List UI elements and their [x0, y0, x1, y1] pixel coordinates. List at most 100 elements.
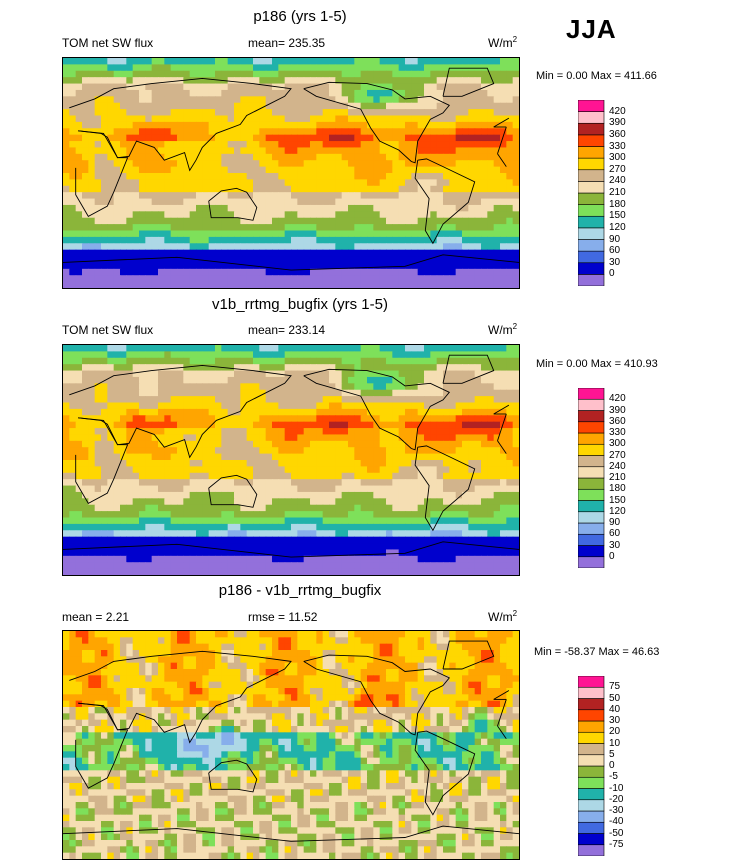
heatmap-cell: [462, 121, 469, 129]
heatmap-cell: [322, 192, 330, 200]
heatmap-cell: [265, 504, 273, 512]
heatmap-cell: [386, 58, 393, 65]
heatmap-cell: [341, 243, 349, 251]
heatmap-cell: [354, 230, 362, 238]
heatmap-cell: [474, 383, 482, 391]
heatmap-cell: [417, 217, 425, 225]
heatmap-cell: [386, 498, 393, 506]
heatmap-cell: [189, 275, 197, 283]
heatmap-cell: [449, 160, 457, 168]
heatmap-cell: [367, 536, 374, 544]
heatmap-cell: [335, 281, 343, 288]
heatmap-cell: [430, 472, 438, 480]
heatmap-cell: [208, 389, 216, 397]
heatmap-cell: [373, 211, 381, 219]
heatmap-cell: [405, 447, 412, 455]
heatmap-cell: [506, 523, 514, 531]
heatmap-cell: [335, 453, 343, 461]
heatmap-cell: [500, 230, 507, 238]
heatmap-cell: [462, 268, 469, 276]
heatmap-cell: [411, 453, 419, 461]
heatmap-cell: [360, 249, 368, 257]
heatmap-cell: [405, 224, 412, 232]
heatmap-cell: [360, 198, 368, 206]
heatmap-cell: [468, 77, 476, 85]
heatmap-cell: [208, 460, 216, 467]
heatmap-cell: [284, 211, 292, 219]
heatmap-cell: [94, 275, 102, 283]
heatmap-cell: [443, 428, 450, 436]
heatmap-cell: [215, 179, 222, 187]
heatmap-cell: [506, 428, 514, 436]
heatmap-cell: [183, 472, 191, 480]
heatmap-cell: [82, 211, 89, 219]
heatmap-cell: [139, 402, 146, 410]
heatmap-cell: [253, 121, 260, 129]
heatmap-cell: [405, 160, 412, 168]
heatmap-cell: [196, 179, 203, 187]
heatmap-cell: [424, 128, 431, 136]
heatmap-cell: [341, 230, 349, 238]
heatmap-cell: [373, 383, 381, 391]
heatmap-cell: [310, 128, 317, 136]
heatmap-cell: [284, 102, 292, 110]
heatmap-cell: [354, 147, 362, 155]
heatmap-cell: [151, 281, 159, 288]
heatmap-cell: [202, 115, 210, 123]
heatmap-cell: [196, 249, 203, 257]
heatmap-cell: [411, 281, 419, 288]
heatmap-cell: [411, 517, 419, 525]
heatmap-cell: [101, 256, 108, 264]
heatmap-cell: [506, 198, 514, 206]
heatmap-cell: [75, 256, 83, 264]
heatmap-cell: [75, 166, 83, 174]
heatmap-cell: [297, 549, 305, 557]
heatmap-cell: [63, 58, 70, 65]
heatmap-cell: [398, 357, 406, 365]
heatmap-cell: [493, 491, 501, 499]
heatmap-cell: [367, 517, 374, 525]
heatmap-cell: [253, 249, 260, 257]
heatmap-cell: [278, 192, 286, 200]
heatmap-cell: [411, 243, 419, 251]
heatmap-cell: [265, 511, 273, 519]
heatmap-cell: [75, 192, 83, 200]
heatmap-cell: [240, 498, 248, 506]
heatmap-cell: [512, 153, 519, 161]
heatmap-cell: [392, 160, 400, 168]
heatmap-cell: [265, 134, 273, 142]
heatmap-cell: [443, 147, 450, 155]
heatmap-cell: [386, 256, 393, 264]
heatmap-cell: [506, 396, 514, 404]
heatmap-cell: [360, 357, 368, 365]
heatmap-cell: [354, 402, 362, 410]
heatmap-cell: [158, 115, 165, 123]
heatmap-cell: [506, 179, 514, 187]
heatmap-cell: [240, 102, 248, 110]
heatmap-cell: [341, 185, 349, 193]
heatmap-cell: [240, 351, 248, 359]
heatmap-cell: [278, 472, 286, 480]
heatmap-cell: [297, 198, 305, 206]
heatmap-cell: [291, 89, 298, 97]
heatmap-cell: [367, 491, 374, 499]
heatmap-cell: [253, 128, 260, 136]
heatmap-cell: [75, 153, 83, 161]
heatmap-cell: [202, 211, 210, 219]
heatmap-cell: [208, 402, 216, 410]
heatmap-cell: [113, 281, 121, 288]
heatmap-cell: [291, 421, 298, 429]
heatmap-cell: [405, 491, 412, 499]
heatmap-cell: [145, 268, 153, 276]
heatmap-cell: [196, 453, 203, 461]
heatmap-cell: [221, 179, 229, 187]
heatmap-cell: [63, 147, 70, 155]
heatmap-cell: [151, 89, 159, 97]
heatmap-cell: [227, 153, 235, 161]
heatmap-cell: [297, 460, 305, 467]
heatmap-cell: [386, 236, 393, 244]
heatmap-cell: [348, 249, 355, 257]
heatmap-cell: [139, 134, 146, 142]
heatmap-cell: [335, 77, 343, 85]
heatmap-cell: [208, 281, 216, 288]
